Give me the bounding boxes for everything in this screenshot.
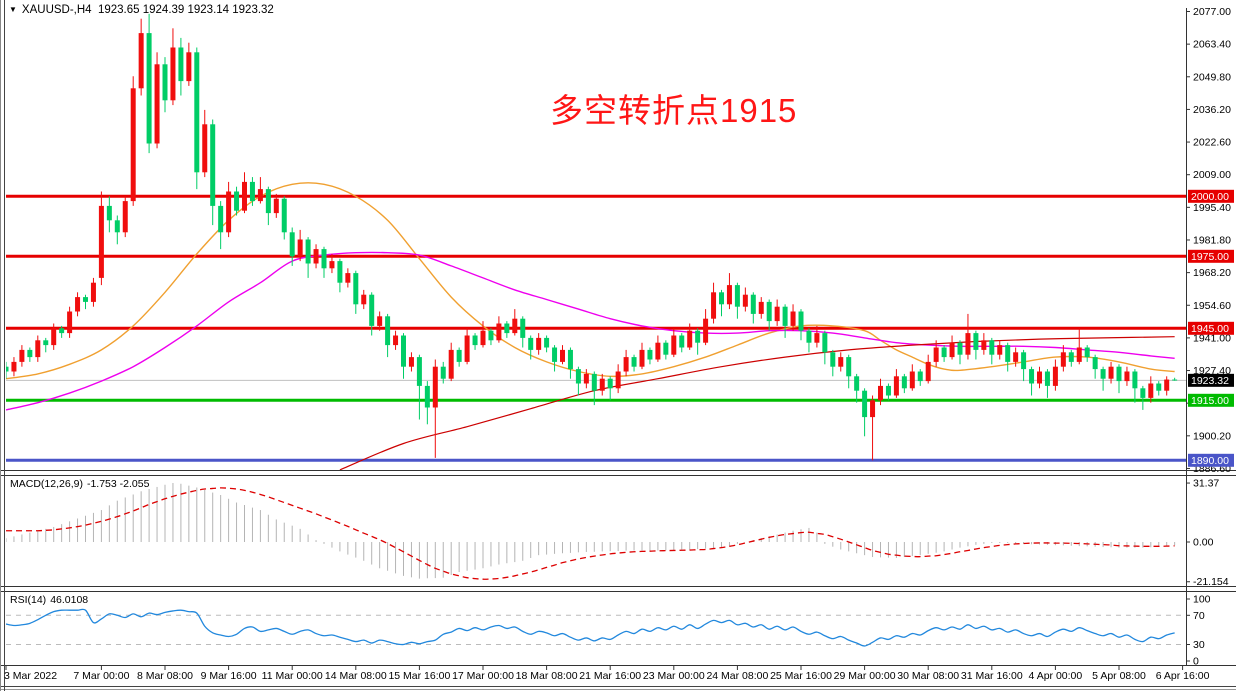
svg-text:1945.00: 1945.00	[1191, 323, 1229, 335]
svg-text:70: 70	[1193, 610, 1205, 622]
price-axis: 2077.00 2063.40 2049.80 2036.20 2022.60 2009.…	[1186, 6, 1234, 668]
svg-text:1981.80: 1981.80	[1193, 234, 1231, 246]
svg-text:15 Mar 16:00: 15 Mar 16:00	[388, 670, 450, 682]
svg-text:31 Mar 16:00: 31 Mar 16:00	[961, 670, 1023, 682]
svg-text:9 Mar 16:00: 9 Mar 16:00	[201, 670, 257, 682]
svg-text:0.00: 0.00	[1193, 537, 1214, 549]
rsi-pane	[6, 608, 1186, 647]
svg-text:1995.40: 1995.40	[1193, 202, 1231, 214]
svg-text:30 Mar 08:00: 30 Mar 08:00	[897, 670, 959, 682]
svg-text:2000.00: 2000.00	[1191, 191, 1229, 203]
candles-layer	[6, 13, 1178, 461]
svg-text:4 Apr 00:00: 4 Apr 00:00	[1029, 670, 1083, 682]
macd-pane	[6, 482, 1176, 580]
rsi-name: RSI(14)	[10, 594, 47, 606]
svg-text:2022.60: 2022.60	[1193, 137, 1231, 149]
symbol-info-bar: ▼ XAUUSD-,H4 1923.65 1924.39 1923.14 1923…	[9, 4, 274, 16]
svg-text:29 Mar 00:00: 29 Mar 00:00	[834, 670, 896, 682]
svg-text:6 Apr 16:00: 6 Apr 16:00	[1156, 670, 1210, 682]
svg-text:14 Mar 08:00: 14 Mar 08:00	[325, 670, 387, 682]
svg-text:2049.80: 2049.80	[1193, 71, 1231, 83]
svg-text:3 Mar 2022: 3 Mar 2022	[4, 670, 57, 682]
svg-text:11 Mar 00:00: 11 Mar 00:00	[262, 670, 323, 682]
svg-text:100: 100	[1193, 594, 1211, 606]
collapse-arrow-icon[interactable]: ▼	[9, 5, 17, 14]
symbol-timeframe-label: XAUUSD-,H4	[21, 4, 92, 16]
svg-text:2063.40: 2063.40	[1193, 39, 1231, 51]
svg-text:17 Mar 00:00: 17 Mar 00:00	[452, 670, 514, 682]
svg-text:0: 0	[1193, 656, 1199, 668]
ma-magenta	[6, 251, 1175, 411]
macd-name: MACD(12,26,9)	[10, 478, 83, 490]
svg-text:1890.00: 1890.00	[1191, 455, 1229, 467]
svg-text:1968.20: 1968.20	[1193, 267, 1231, 279]
svg-text:18 Mar 08:00: 18 Mar 08:00	[516, 670, 578, 682]
svg-text:7 Mar 00:00: 7 Mar 00:00	[73, 670, 129, 682]
svg-text:2036.20: 2036.20	[1193, 104, 1231, 116]
svg-text:1954.60: 1954.60	[1193, 300, 1231, 312]
svg-text:1915.00: 1915.00	[1191, 395, 1229, 407]
svg-text:1900.20: 1900.20	[1193, 430, 1231, 442]
svg-text:2009.00: 2009.00	[1193, 169, 1231, 181]
svg-text:25 Mar 16:00: 25 Mar 16:00	[770, 670, 832, 682]
time-axis: 3 Mar 2022 7 Mar 00:00 8 Mar 08:00 9 Mar 16…	[4, 666, 1210, 682]
svg-text:1941.00: 1941.00	[1193, 332, 1231, 344]
svg-text:24 Mar 08:00: 24 Mar 08:00	[706, 670, 768, 682]
macd-signal-line	[6, 487, 1175, 580]
svg-text:1923.32: 1923.32	[1191, 375, 1229, 387]
rsi-indicator-label: RSI(14) 46.0108	[10, 594, 88, 606]
ma-darkred	[339, 336, 1175, 471]
svg-text:-21.154: -21.154	[1193, 576, 1229, 588]
svg-text:30: 30	[1193, 639, 1205, 651]
svg-text:1975.00: 1975.00	[1191, 251, 1229, 263]
macd-values: -1.753 -2.055	[86, 478, 150, 490]
svg-text:21 Mar 16:00: 21 Mar 16:00	[579, 670, 641, 682]
svg-text:23 Mar 00:00: 23 Mar 00:00	[643, 670, 705, 682]
svg-text:31.37: 31.37	[1193, 478, 1219, 490]
chart-annotation-text: 多空转折点1915	[550, 92, 798, 129]
quote-ohlc-values: 1923.65 1924.39 1923.14 1923.32	[97, 4, 274, 16]
svg-text:2077.00: 2077.00	[1193, 6, 1231, 18]
macd-indicator-label: MACD(12,26,9) -1.753 -2.055	[10, 478, 149, 490]
rsi-line	[6, 608, 1175, 647]
svg-text:8 Mar 08:00: 8 Mar 08:00	[137, 670, 193, 682]
svg-text:5 Apr 08:00: 5 Apr 08:00	[1092, 670, 1146, 682]
main-pane	[6, 13, 1186, 471]
rsi-value: 46.0108	[50, 594, 89, 606]
